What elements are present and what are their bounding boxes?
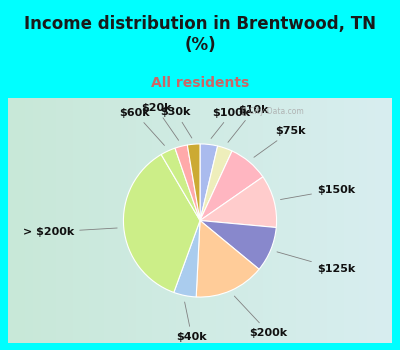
Text: $20k: $20k [141, 103, 178, 140]
Wedge shape [200, 220, 276, 269]
Text: ⓘ City-Data.com: ⓘ City-Data.com [242, 107, 304, 116]
Wedge shape [200, 146, 232, 220]
Wedge shape [175, 145, 200, 220]
Text: $60k: $60k [120, 108, 164, 146]
Wedge shape [161, 148, 200, 220]
Text: All residents: All residents [151, 76, 249, 90]
Wedge shape [124, 154, 200, 293]
Wedge shape [174, 220, 200, 297]
Text: Income distribution in Brentwood, TN
(%): Income distribution in Brentwood, TN (%) [24, 15, 376, 54]
Text: $200k: $200k [234, 296, 288, 337]
Text: $30k: $30k [160, 107, 192, 138]
Wedge shape [187, 144, 200, 220]
Text: $10k: $10k [228, 105, 268, 142]
Text: $100k: $100k [211, 107, 251, 139]
Wedge shape [200, 151, 263, 220]
Text: $40k: $40k [176, 302, 207, 342]
Text: > $200k: > $200k [23, 227, 117, 237]
Wedge shape [200, 144, 218, 220]
Text: $150k: $150k [280, 185, 355, 200]
Text: $75k: $75k [254, 126, 305, 157]
Text: $125k: $125k [277, 252, 355, 274]
Wedge shape [196, 220, 259, 297]
Wedge shape [200, 177, 276, 228]
